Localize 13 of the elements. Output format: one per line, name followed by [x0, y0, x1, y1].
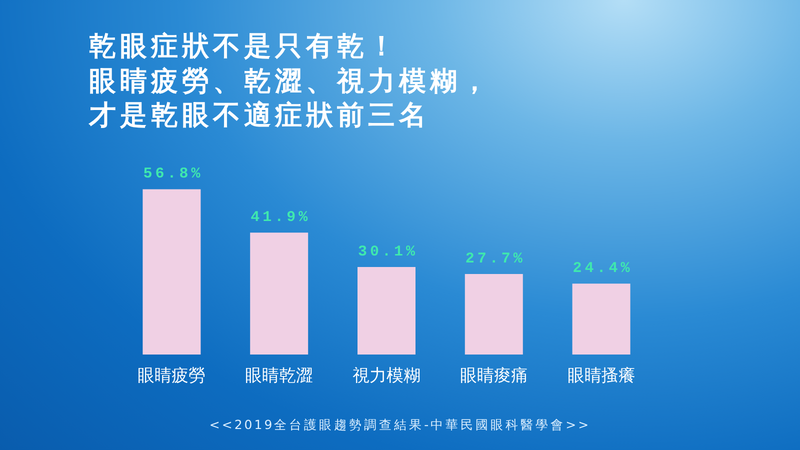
x-tick-label: 視力模糊: [352, 366, 420, 386]
text: <<2019全台護眼趨勢調查結果-中華民國眼科醫學會>>: [208, 417, 592, 434]
x-tick-label: 眼睛疲勞: [138, 366, 206, 386]
data-label: 27.7%: [465, 250, 526, 268]
data-label: 56.8%: [143, 166, 204, 183]
data-label: 30.1%: [358, 243, 418, 260]
x-tick-label: 眼睛搔癢: [567, 366, 636, 386]
data-label: 24.4%: [572, 260, 633, 277]
chart-subtitle: 眼睛疲勞、乾澀、視力模糊，才是乾眼不適症狀前三名: [89, 64, 493, 133]
data-label: 41.9%: [250, 208, 311, 226]
chart-title: 乾眼症狀不是只有乾！: [89, 30, 400, 64]
x-tick-label: 眼睛痠痛: [460, 366, 528, 386]
x-tick-label: 眼睛乾澀: [245, 366, 314, 386]
